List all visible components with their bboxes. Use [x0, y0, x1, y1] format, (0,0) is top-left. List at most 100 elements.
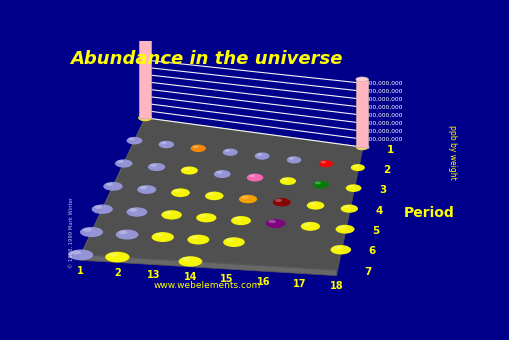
Text: 2: 2	[114, 268, 121, 278]
Ellipse shape	[139, 115, 145, 118]
Text: 3: 3	[379, 185, 386, 195]
Ellipse shape	[233, 217, 241, 220]
Text: 2: 2	[382, 165, 390, 175]
Ellipse shape	[345, 184, 361, 192]
Ellipse shape	[238, 195, 257, 203]
Text: 18: 18	[329, 281, 343, 291]
Ellipse shape	[352, 165, 357, 167]
Ellipse shape	[318, 160, 332, 167]
Ellipse shape	[71, 251, 81, 255]
Ellipse shape	[248, 174, 254, 177]
Text: © 1998, 1999 Mark Winter: © 1998, 1999 Mark Winter	[68, 197, 73, 268]
Text: 1: 1	[77, 266, 84, 276]
Text: 15: 15	[220, 274, 233, 285]
Text: 400,000,000: 400,000,000	[364, 113, 402, 118]
Polygon shape	[80, 118, 361, 270]
Ellipse shape	[216, 171, 222, 174]
Ellipse shape	[181, 167, 197, 174]
Ellipse shape	[355, 77, 367, 82]
Ellipse shape	[108, 253, 118, 257]
Ellipse shape	[164, 211, 172, 215]
Ellipse shape	[138, 116, 151, 120]
Text: 16: 16	[256, 277, 270, 287]
Text: ppb by weight: ppb by weight	[447, 125, 457, 180]
Ellipse shape	[275, 199, 281, 202]
Ellipse shape	[190, 144, 206, 152]
Ellipse shape	[223, 237, 244, 247]
Ellipse shape	[137, 185, 156, 194]
Text: 800,000,000: 800,000,000	[364, 81, 402, 86]
Ellipse shape	[300, 222, 319, 231]
Ellipse shape	[129, 208, 137, 212]
Ellipse shape	[357, 144, 361, 147]
Ellipse shape	[199, 214, 206, 218]
Ellipse shape	[332, 246, 341, 250]
Ellipse shape	[103, 182, 122, 191]
Ellipse shape	[213, 170, 230, 178]
Ellipse shape	[265, 219, 285, 228]
Text: 100,000,000: 100,000,000	[364, 137, 402, 141]
Ellipse shape	[178, 256, 202, 267]
Ellipse shape	[187, 235, 209, 244]
Ellipse shape	[68, 250, 93, 260]
Ellipse shape	[335, 225, 354, 234]
Ellipse shape	[92, 204, 112, 214]
Ellipse shape	[350, 164, 364, 171]
Ellipse shape	[138, 24, 151, 29]
Text: 17: 17	[293, 279, 306, 289]
Ellipse shape	[272, 198, 290, 206]
Ellipse shape	[254, 152, 269, 160]
Ellipse shape	[161, 210, 182, 220]
Text: 500,000,000: 500,000,000	[364, 105, 402, 109]
Text: Period: Period	[403, 206, 454, 220]
Ellipse shape	[117, 160, 124, 163]
Text: 700,000,000: 700,000,000	[364, 89, 402, 94]
Ellipse shape	[279, 177, 295, 185]
Bar	[355, 79, 367, 147]
Text: 7: 7	[364, 267, 372, 276]
Ellipse shape	[116, 230, 138, 240]
Ellipse shape	[347, 185, 353, 188]
Ellipse shape	[105, 252, 129, 262]
Text: 300,000,000: 300,000,000	[364, 121, 402, 125]
Ellipse shape	[171, 188, 189, 197]
Ellipse shape	[342, 205, 349, 208]
Ellipse shape	[192, 145, 198, 148]
Ellipse shape	[320, 161, 325, 164]
Text: 600,000,000: 600,000,000	[364, 97, 402, 102]
Text: 14: 14	[183, 272, 197, 282]
Ellipse shape	[355, 145, 367, 149]
Ellipse shape	[207, 192, 214, 195]
Ellipse shape	[148, 163, 165, 171]
Ellipse shape	[158, 141, 174, 148]
Ellipse shape	[306, 201, 324, 210]
Ellipse shape	[126, 137, 142, 144]
Ellipse shape	[222, 149, 237, 156]
Ellipse shape	[288, 157, 294, 160]
Text: www.webelements.com: www.webelements.com	[153, 281, 260, 290]
Ellipse shape	[139, 186, 147, 189]
Ellipse shape	[268, 220, 275, 223]
Ellipse shape	[128, 138, 134, 140]
Ellipse shape	[173, 189, 180, 192]
Ellipse shape	[80, 227, 103, 237]
Text: 200,000,000: 200,000,000	[364, 129, 402, 134]
Text: 13: 13	[147, 270, 160, 280]
Ellipse shape	[231, 216, 250, 225]
Ellipse shape	[190, 236, 198, 239]
Text: 4: 4	[375, 206, 382, 216]
Ellipse shape	[154, 233, 163, 237]
Ellipse shape	[138, 114, 152, 121]
Ellipse shape	[286, 156, 301, 164]
Ellipse shape	[94, 205, 102, 209]
Ellipse shape	[340, 205, 357, 213]
Ellipse shape	[205, 192, 223, 200]
Ellipse shape	[308, 202, 315, 205]
Ellipse shape	[314, 182, 320, 184]
Ellipse shape	[224, 149, 230, 152]
Bar	[138, 27, 151, 118]
Text: 0: 0	[364, 144, 368, 150]
Ellipse shape	[256, 153, 262, 156]
Text: 5: 5	[372, 226, 379, 236]
Ellipse shape	[115, 159, 132, 168]
